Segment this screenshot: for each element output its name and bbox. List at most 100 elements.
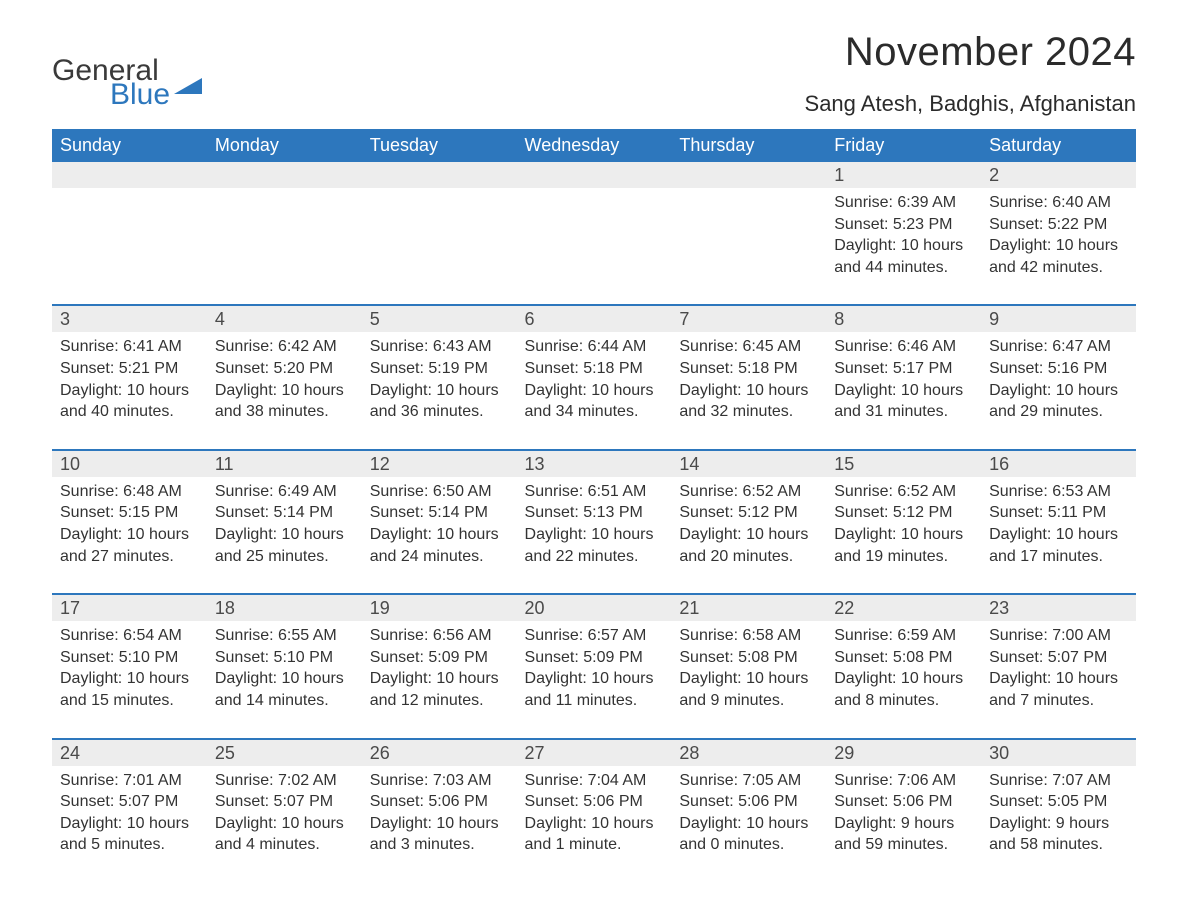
sunrise-line: Sunrise: 6:52 AM <box>834 481 973 503</box>
daylight-line: Daylight: 10 hours and 29 minutes. <box>989 380 1128 423</box>
calendar-table: SundayMondayTuesdayWednesdayThursdayFrid… <box>52 129 1136 882</box>
logo: General Blue <box>52 56 202 110</box>
sunset-line: Sunset: 5:07 PM <box>215 791 354 813</box>
day-data-cell <box>671 188 826 305</box>
sunset-line: Sunset: 5:07 PM <box>989 647 1128 669</box>
day-number-cell: 30 <box>981 739 1136 766</box>
daylight-line: Daylight: 10 hours and 19 minutes. <box>834 524 973 567</box>
sunset-line: Sunset: 5:17 PM <box>834 358 973 380</box>
day-data-cell: Sunrise: 7:06 AMSunset: 5:06 PMDaylight:… <box>826 766 981 882</box>
weekday-header: Wednesday <box>517 129 672 162</box>
sunrise-line: Sunrise: 6:52 AM <box>679 481 818 503</box>
sunset-line: Sunset: 5:19 PM <box>370 358 509 380</box>
daylight-line: Daylight: 10 hours and 31 minutes. <box>834 380 973 423</box>
day-data-row: Sunrise: 6:54 AM Sunset: 5:10 PM Daylight:… <box>52 621 1136 738</box>
day-number-row: 24252627282930 <box>52 739 1136 766</box>
sunrise-line: Sunrise: 7:01 AM <box>60 770 199 792</box>
sunrise-line: Sunrise: 6:40 AM <box>989 192 1128 214</box>
day-number-cell: 6 <box>517 305 672 332</box>
day-number-cell: 21 <box>671 594 826 621</box>
day-data-cell: Sunrise: 6:54 AMSunset: 5:10 PMDaylight:… <box>52 621 207 738</box>
day-data-cell: Sunrise: 6:57 AMSunset: 5:09 PMDaylight:… <box>517 621 672 738</box>
day-number-cell: 7 <box>671 305 826 332</box>
day-number-cell: 23 <box>981 594 1136 621</box>
day-data-cell: Sunrise: 6:40 AMSunset: 5:22 PMDaylight:… <box>981 188 1136 305</box>
day-data-cell: Sunrise: 7:04 AMSunset: 5:06 PMDaylight:… <box>517 766 672 882</box>
day-number-cell <box>52 162 207 188</box>
sunrise-line: Sunrise: 7:04 AM <box>525 770 664 792</box>
day-number-cell <box>207 162 362 188</box>
sunrise-line: Sunrise: 6:42 AM <box>215 336 354 358</box>
sunset-line: Sunset: 5:18 PM <box>525 358 664 380</box>
day-number-cell: 28 <box>671 739 826 766</box>
day-data-cell: Sunrise: 6:52 AMSunset: 5:12 PMDaylight:… <box>671 477 826 594</box>
sunrise-line: Sunrise: 7:07 AM <box>989 770 1128 792</box>
weekday-header: Friday <box>826 129 981 162</box>
day-number-cell <box>671 162 826 188</box>
sunrise-line: Sunrise: 6:49 AM <box>215 481 354 503</box>
day-number-cell: 17 <box>52 594 207 621</box>
day-number-cell: 26 <box>362 739 517 766</box>
day-number-cell: 16 <box>981 450 1136 477</box>
day-number-row: 17181920212223 <box>52 594 1136 621</box>
day-number-cell: 14 <box>671 450 826 477</box>
daylight-line: Daylight: 9 hours and 58 minutes. <box>989 813 1128 856</box>
sunrise-line: Sunrise: 6:44 AM <box>525 336 664 358</box>
day-number-cell: 4 <box>207 305 362 332</box>
sunrise-line: Sunrise: 6:54 AM <box>60 625 199 647</box>
day-data-cell <box>362 188 517 305</box>
daylight-line: Daylight: 10 hours and 38 minutes. <box>215 380 354 423</box>
day-data-cell: Sunrise: 6:59 AMSunset: 5:08 PMDaylight:… <box>826 621 981 738</box>
weekday-header: Thursday <box>671 129 826 162</box>
daylight-line: Daylight: 10 hours and 17 minutes. <box>989 524 1128 567</box>
sunset-line: Sunset: 5:16 PM <box>989 358 1128 380</box>
sunrise-line: Sunrise: 6:45 AM <box>679 336 818 358</box>
sunrise-line: Sunrise: 6:59 AM <box>834 625 973 647</box>
day-number-cell: 12 <box>362 450 517 477</box>
day-data-cell: Sunrise: 6:47 AMSunset: 5:16 PMDaylight:… <box>981 332 1136 449</box>
sunrise-line: Sunrise: 6:46 AM <box>834 336 973 358</box>
daylight-line: Daylight: 10 hours and 22 minutes. <box>525 524 664 567</box>
day-number-cell: 13 <box>517 450 672 477</box>
day-data-cell: Sunrise: 6:44 AMSunset: 5:18 PMDaylight:… <box>517 332 672 449</box>
sunrise-line: Sunrise: 6:58 AM <box>679 625 818 647</box>
weekday-header: Saturday <box>981 129 1136 162</box>
daylight-line: Daylight: 10 hours and 32 minutes. <box>679 380 818 423</box>
daylight-line: Daylight: 10 hours and 4 minutes. <box>215 813 354 856</box>
sunset-line: Sunset: 5:14 PM <box>215 502 354 524</box>
day-number-row: 3456789 <box>52 305 1136 332</box>
day-data-cell: Sunrise: 6:39 AMSunset: 5:23 PMDaylight:… <box>826 188 981 305</box>
day-number-cell: 1 <box>826 162 981 188</box>
sunset-line: Sunset: 5:06 PM <box>370 791 509 813</box>
sunrise-line: Sunrise: 6:39 AM <box>834 192 973 214</box>
sunset-line: Sunset: 5:08 PM <box>834 647 973 669</box>
day-number-cell: 10 <box>52 450 207 477</box>
sunset-line: Sunset: 5:18 PM <box>679 358 818 380</box>
sunrise-line: Sunrise: 7:00 AM <box>989 625 1128 647</box>
day-number-cell: 11 <box>207 450 362 477</box>
daylight-line: Daylight: 10 hours and 0 minutes. <box>679 813 818 856</box>
sunset-line: Sunset: 5:13 PM <box>525 502 664 524</box>
sunset-line: Sunset: 5:09 PM <box>370 647 509 669</box>
sunset-line: Sunset: 5:12 PM <box>679 502 818 524</box>
logo-text: General Blue <box>52 56 170 110</box>
day-data-cell: Sunrise: 6:49 AMSunset: 5:14 PMDaylight:… <box>207 477 362 594</box>
sunset-line: Sunset: 5:10 PM <box>215 647 354 669</box>
daylight-line: Daylight: 10 hours and 1 minute. <box>525 813 664 856</box>
sunrise-line: Sunrise: 6:41 AM <box>60 336 199 358</box>
location-label: Sang Atesh, Badghis, Afghanistan <box>805 91 1136 117</box>
day-number-cell: 24 <box>52 739 207 766</box>
daylight-line: Daylight: 10 hours and 9 minutes. <box>679 668 818 711</box>
daylight-line: Daylight: 10 hours and 34 minutes. <box>525 380 664 423</box>
sunset-line: Sunset: 5:15 PM <box>60 502 199 524</box>
day-data-row: Sunrise: 6:39 AMSunset: 5:23 PMDaylight:… <box>52 188 1136 305</box>
day-number-cell: 8 <box>826 305 981 332</box>
day-number-cell: 18 <box>207 594 362 621</box>
daylight-line: Daylight: 10 hours and 24 minutes. <box>370 524 509 567</box>
daylight-line: Daylight: 10 hours and 5 minutes. <box>60 813 199 856</box>
sunset-line: Sunset: 5:11 PM <box>989 502 1128 524</box>
daylight-line: Daylight: 10 hours and 12 minutes. <box>370 668 509 711</box>
daylight-line: Daylight: 10 hours and 11 minutes. <box>525 668 664 711</box>
day-data-row: Sunrise: 7:01 AMSunset: 5:07 PMDaylight:… <box>52 766 1136 882</box>
sunset-line: Sunset: 5:08 PM <box>679 647 818 669</box>
